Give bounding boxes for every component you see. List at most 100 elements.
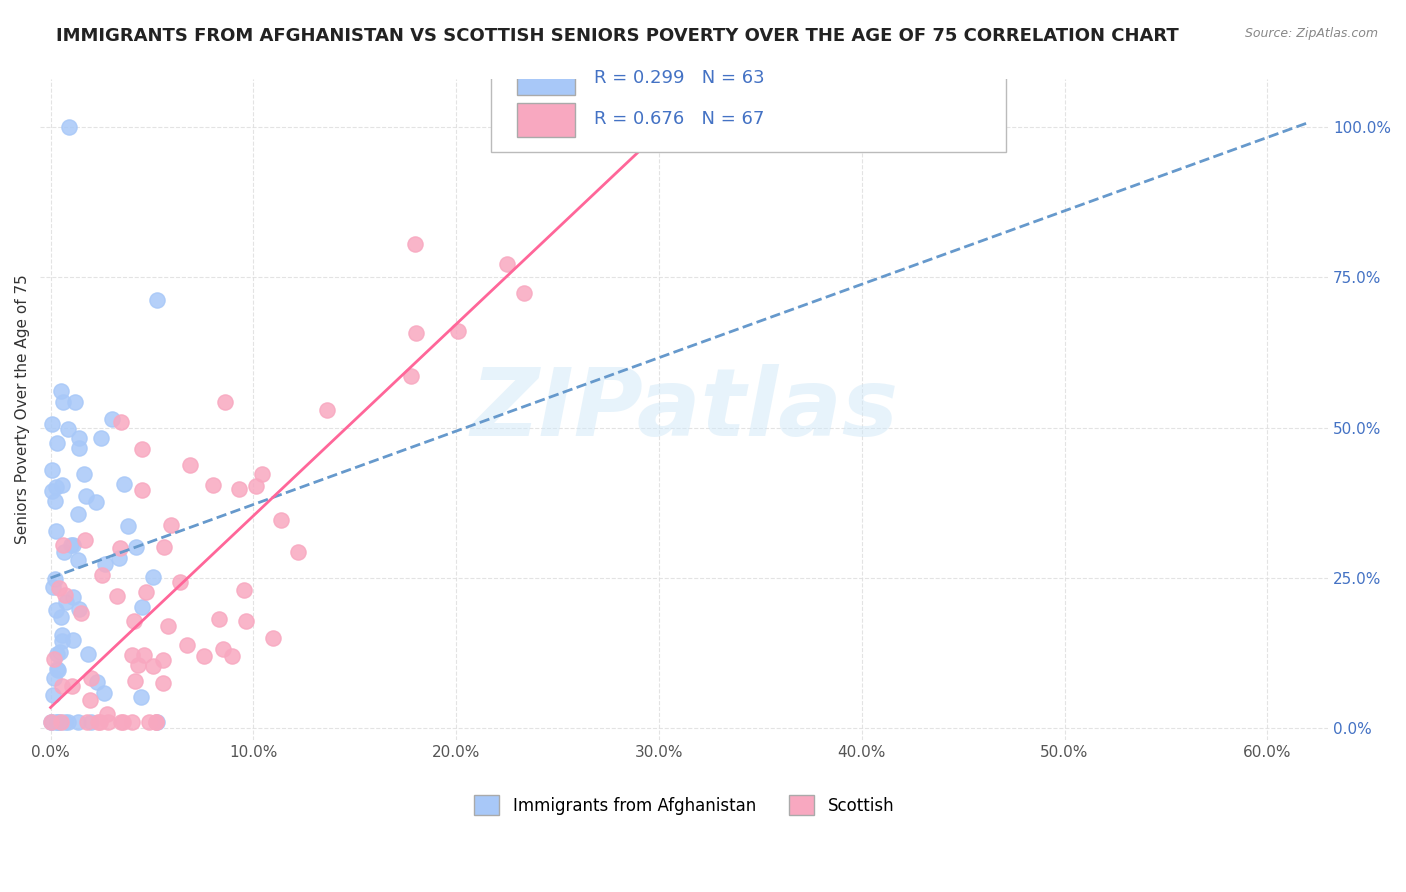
Point [46,662,69,676]
Point [63,395,86,409]
Bar [517,61,575,95]
Point [55,594,77,608]
Bar [517,103,575,137]
Point [45,715,67,730]
Point [122,614,145,628]
Point [48,645,70,659]
Point [131,442,153,456]
Point [179,458,201,472]
Point [41,715,63,730]
Point [75,489,97,503]
Point [91,567,114,582]
Text: ZIPatlas: ZIPatlas [470,364,898,456]
Text: R = 0.676   N = 67: R = 0.676 N = 67 [595,110,765,128]
Point [58,120,80,134]
Point [160,518,183,533]
Point [67,553,90,567]
Point [76,715,98,730]
Point [51,634,73,648]
Point [405,326,427,340]
Point [110,415,132,429]
Point [228,482,250,496]
Point [62,537,84,551]
Point [245,479,267,493]
Point [45,436,67,450]
Point [152,541,174,555]
Point [41,689,63,703]
Point [250,467,273,481]
Point [41,483,63,498]
Point [93,686,115,700]
Point [62,590,84,604]
Point [131,483,153,498]
Point [105,589,128,603]
Point [66,715,89,730]
Point [138,715,160,730]
Point [67,508,90,522]
Point [176,639,198,653]
Point [157,619,180,633]
Point [316,402,339,417]
Point [49,715,72,730]
Point [124,674,146,689]
Point [41,417,63,431]
Point [145,715,167,730]
Point [108,541,131,555]
FancyBboxPatch shape [491,45,1007,152]
Point [142,570,165,584]
Point [67,431,90,445]
Point [84,495,107,509]
Text: IMMIGRANTS FROM AFGHANISTAN VS SCOTTISH SENIORS POVERTY OVER THE AGE OF 75 CORRE: IMMIGRANTS FROM AFGHANISTAN VS SCOTTISH … [56,27,1180,45]
Point [51,478,73,492]
Point [108,550,131,565]
Point [152,676,174,690]
Point [49,384,72,399]
Point [48,581,70,595]
Point [232,582,254,597]
Point [620,120,643,134]
Point [79,693,101,707]
Point [86,674,108,689]
Point [45,647,67,661]
Point [202,478,225,492]
Point [447,324,470,338]
Point [60,679,83,693]
Point [52,538,75,552]
Point [287,545,309,559]
Point [221,649,243,664]
Point [399,369,422,384]
Point [146,293,169,307]
Point [96,706,118,721]
Point [94,557,117,571]
Legend: Immigrants from Afghanistan, Scottish: Immigrants from Afghanistan, Scottish [468,789,901,822]
Point [58,422,80,436]
Text: Source: ZipAtlas.com: Source: ZipAtlas.com [1244,27,1378,40]
Point [49,609,72,624]
Point [495,257,517,271]
Point [129,690,152,704]
Point [87,715,110,730]
Point [146,715,169,730]
Y-axis label: Seniors Poverty Over the Age of 75: Seniors Poverty Over the Age of 75 [15,275,30,544]
Point [72,467,94,482]
Point [77,647,100,661]
Point [41,463,63,477]
Point [53,715,76,730]
Point [53,545,76,559]
Point [39,715,62,730]
Point [135,585,157,599]
Point [404,237,426,252]
Point [127,658,149,673]
Point [46,715,69,730]
Point [45,524,67,538]
Point [67,442,90,456]
Point [112,477,135,491]
Point [193,648,215,663]
Point [39,715,62,730]
Point [212,642,235,657]
Point [53,588,76,602]
Point [152,653,174,667]
Point [112,715,135,730]
Point [142,658,165,673]
Point [513,286,536,301]
